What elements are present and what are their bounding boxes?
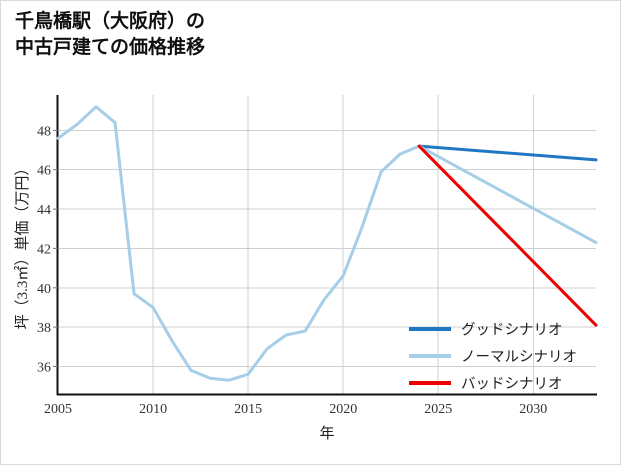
x-tick-label: 2005: [44, 402, 72, 417]
x-axis-label: 年: [319, 425, 334, 442]
legend-label: ノーマルシナリオ: [461, 350, 577, 366]
data-series-group: [56, 105, 598, 382]
y-tick-labels-group: 36 38 40 42 44 46 48: [37, 124, 58, 376]
x-tick-label: 2030: [519, 402, 547, 417]
x-tick-labels-group: 2005 2010 2015 2020 2025 2030: [44, 402, 547, 417]
x-tick-label: 2020: [329, 402, 357, 417]
y-tick-label: 36: [37, 361, 51, 376]
series-line-グッドシナリオ: [417, 144, 598, 162]
series-line-実績: [56, 105, 421, 382]
y-tick-label: 44: [37, 203, 51, 218]
y-tick-label: 42: [37, 242, 51, 257]
legend-label: バッドシナリオ: [461, 377, 563, 393]
legend-label: グッドシナリオ: [461, 322, 563, 339]
y-tick-label: 46: [37, 164, 51, 179]
y-axis-label: 坪（3.3㎡）単価（万円）: [14, 161, 31, 330]
series-line-バッドシナリオ: [417, 144, 598, 327]
series-line-ノーマルシナリオ: [417, 144, 598, 245]
x-tick-label: 2015: [234, 402, 262, 417]
axes-group: [56, 95, 597, 396]
y-tick-label: 40: [37, 282, 51, 297]
x-tick-label: 2010: [139, 402, 167, 417]
page-title: 千鳥橋駅（大阪府）の 中古戸建ての価格推移: [15, 11, 206, 58]
y-tick-label: 38: [37, 321, 51, 336]
x-tick-label: 2025: [424, 402, 452, 417]
y-tick-label: 48: [37, 124, 51, 139]
